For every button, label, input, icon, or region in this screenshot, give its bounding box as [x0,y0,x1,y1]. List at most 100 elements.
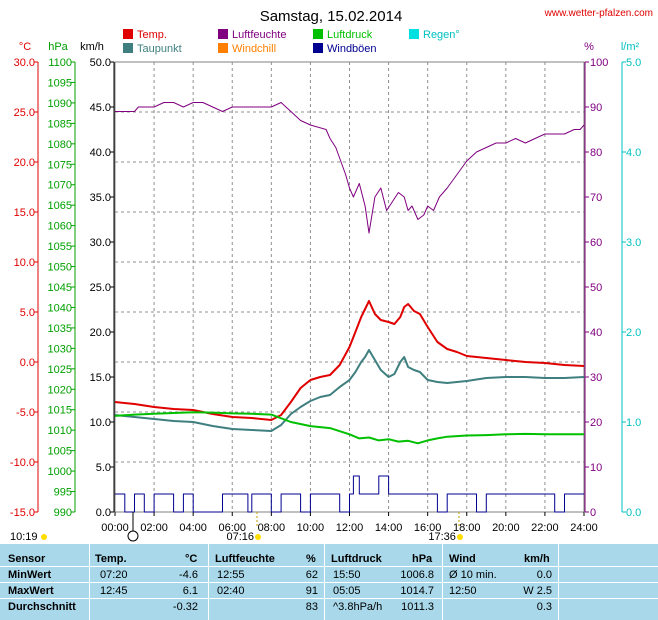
stats-hum-time: 12:55 [217,569,245,581]
wind-tick-label: 50.0 [90,57,111,69]
legend: Temp. Taupunkt Luftfeuchte Windchill Luftdru… [123,29,460,55]
humidity-tick-label: 80 [590,147,602,159]
time-tick-label: 04:00 [179,522,207,534]
time-tick-label: 16:00 [414,522,442,534]
stats-header-press-unit: hPa [412,553,433,565]
temp-tick-label: 5.0 [20,307,35,319]
rain-tick-label: 3.0 [626,237,641,249]
sunset-time: 17:36 [428,531,456,543]
temp-tick-label: -15.0 [10,507,35,519]
time-tick-label: 08:00 [258,522,286,534]
humidity-tick-label: 40 [590,327,602,339]
stats-press-time: 15:50 [333,569,361,581]
temp-tick-label: -5.0 [16,407,35,419]
stats-header-wind: Wind [449,553,476,565]
legend-label: Luftfeuchte [232,29,286,41]
temp-tick-label: 20.0 [14,157,35,169]
stats-table: Sensor Temp. °C Luftfeuchte % Luftdruck … [0,544,658,620]
sun-icon [456,534,463,540]
axis-ticks: 30.0 25.0 20.0 15.0 10.0 5.0 0.0 -5.0 -10.0 -15.0… [10,57,641,534]
rain-unit-label: l/m² [621,41,640,53]
humidity-tick-label: 10 [590,462,602,474]
pressure-tick-label: 1000 [48,466,72,478]
time-tick-label: 02:00 [140,522,168,534]
pressure-tick-label: 1075 [48,159,72,171]
stats-hum-time: 02:40 [217,585,245,597]
wind-tick-label: 20.0 [90,327,111,339]
humidity-tick-label: 0 [590,507,596,519]
stats-wind-val: 0.3 [536,601,552,613]
time-tick-label: 20:00 [492,522,520,534]
stats-press-val: 1006.8 [400,569,434,581]
temp-tick-label: 10.0 [14,257,35,269]
series-luftdruck [114,411,584,445]
series-luftfeuchte [115,102,585,234]
series-windböen [115,475,584,513]
humidity-tick-label: 20 [590,417,602,429]
stats-wind-label: Ø 10 min. [449,569,497,581]
stats-header-temp-unit: °C [185,553,198,565]
pressure-tick-label: 1100 [48,57,72,69]
humidity-tick-label: 50 [590,282,602,294]
stats-press-time: 05:05 [333,585,361,597]
wind-tick-label: 10.0 [90,417,111,429]
stats-press-val: 1014.7 [400,585,434,597]
stats-header-hum: Luftfeuchte [215,553,275,565]
stats-hum-val: 62 [305,569,318,581]
site-link[interactable]: www.wetter-pfalzen.com [544,8,653,19]
humidity-tick-label: 60 [590,237,602,249]
pressure-tick-label: 1070 [48,180,72,192]
stats-hum-val: 91 [305,585,318,597]
humidity-tick-label: 70 [590,192,602,204]
stats-wind-val: W 2.5 [523,585,552,597]
stats-header-hum-unit: % [306,553,316,565]
stats-label: MinWert [8,569,52,581]
rain-tick-label: 0.0 [626,507,641,519]
legend-swatch [218,29,228,39]
humidity-tick-label: 100 [590,57,608,69]
stats-press-val: 1011.3 [401,601,434,613]
stats-label: Durchschnitt [8,601,76,613]
time-tick-label: 18:00 [453,522,481,534]
legend-swatch [409,29,419,39]
time-tick-label: 24:00 [570,522,598,534]
pressure-tick-label: 1080 [48,139,72,151]
pressure-tick-label: 1065 [48,200,72,212]
time-tick-label: 12:00 [336,522,364,534]
pressure-tick-label: 1055 [48,241,72,253]
wind-tick-label: 45.0 [90,102,111,114]
legend-swatch [123,29,133,39]
pressure-tick-label: 995 [54,487,72,499]
series-taupunkt [114,349,585,432]
moonrise-time: 10:19 [10,531,38,543]
moon-icon [41,534,47,540]
legend-label: Windchill [232,43,276,55]
series-lines [114,102,585,513]
time-tick-label: 00:00 [101,522,129,534]
pressure-tick-label: 1095 [48,77,72,89]
temp-tick-label: -10.0 [10,457,35,469]
rain-tick-label: 1.0 [626,417,641,429]
pressure-tick-label: 1060 [48,221,72,233]
wind-tick-label: 5.0 [96,462,111,474]
pressure-unit-label: hPa [48,41,68,53]
humidity-tick-label: 30 [590,372,602,384]
rain-tick-label: 5.0 [626,57,641,69]
wind-unit-label: km/h [80,41,104,53]
pressure-tick-label: 1040 [48,302,72,314]
sun-icon [255,534,262,540]
series-temp [114,300,585,421]
pressure-tick-label: 1010 [48,425,72,437]
time-tick-label: 06:00 [218,522,246,534]
wind-tick-label: 15.0 [90,372,111,384]
wind-tick-label: 25.0 [90,282,111,294]
chart-title: Samstag, 15.02.2014 [260,8,403,25]
wind-tick-label: 0.0 [96,507,111,519]
legend-label: Luftdruck [327,29,373,41]
pressure-tick-label: 1085 [48,118,72,130]
stats-header-temp: Temp. [95,553,127,565]
sun-times: 10:19 07:16 17:36 [10,512,463,543]
legend-label: Taupunkt [137,43,182,55]
moon-phase-icon [127,530,139,542]
time-tick-label: 14:00 [375,522,403,534]
